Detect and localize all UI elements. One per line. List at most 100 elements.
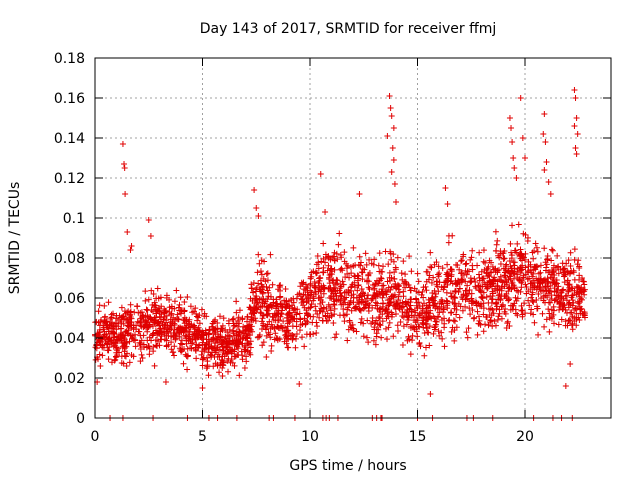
data-point — [442, 279, 449, 286]
data-point — [365, 308, 372, 315]
data-point — [561, 279, 568, 286]
data-point — [198, 351, 205, 358]
data-point — [256, 333, 263, 340]
data-point — [316, 314, 323, 321]
data-point — [210, 345, 217, 352]
data-point — [308, 301, 315, 308]
data-point — [577, 295, 584, 302]
data-point — [542, 267, 549, 274]
data-point — [373, 317, 380, 324]
data-point — [517, 95, 524, 101]
data-point — [143, 306, 150, 313]
data-point — [571, 306, 578, 313]
data-point — [536, 276, 543, 283]
data-point — [549, 247, 556, 254]
data-point — [163, 319, 170, 326]
data-point — [495, 313, 502, 320]
data-point — [500, 255, 507, 262]
data-point — [345, 286, 352, 293]
data-point — [356, 191, 363, 197]
data-point — [438, 284, 445, 291]
data-point — [106, 321, 113, 328]
data-point — [492, 322, 499, 329]
data-point — [204, 358, 211, 365]
data-point — [257, 277, 264, 284]
data-point — [427, 310, 434, 317]
data-point — [252, 288, 259, 295]
data-point — [108, 314, 115, 321]
data-point — [466, 298, 473, 305]
data-point — [527, 261, 534, 268]
data-point — [451, 294, 458, 301]
data-point — [126, 359, 133, 366]
data-point — [312, 303, 319, 310]
data-point — [277, 293, 284, 300]
data-point — [475, 271, 482, 278]
data-point — [494, 237, 501, 244]
data-point — [449, 299, 456, 306]
data-point — [344, 337, 351, 344]
data-point — [502, 274, 509, 281]
data-point — [385, 302, 392, 309]
data-point — [481, 266, 488, 273]
data-point — [219, 365, 226, 372]
data-point — [358, 286, 365, 293]
data-point — [196, 320, 203, 327]
data-point — [134, 303, 141, 310]
data-point — [404, 337, 411, 344]
data-point — [142, 297, 149, 304]
data-point — [176, 301, 183, 308]
data-point — [150, 290, 157, 297]
data-point — [255, 280, 262, 287]
data-point — [273, 335, 280, 342]
data-point — [107, 315, 114, 322]
data-point — [526, 275, 533, 282]
data-point — [323, 317, 330, 324]
data-point — [266, 318, 273, 325]
data-point — [273, 296, 280, 303]
data-point — [169, 349, 176, 356]
data-point — [200, 336, 207, 343]
data-point — [567, 309, 574, 316]
data-point — [310, 313, 317, 320]
data-point — [444, 201, 451, 207]
data-point — [274, 317, 281, 324]
data-point — [128, 243, 135, 249]
data-point — [406, 253, 413, 260]
data-point — [379, 294, 386, 301]
data-point — [280, 318, 287, 325]
data-point — [537, 269, 544, 276]
data-point — [269, 281, 276, 288]
data-point — [558, 316, 565, 323]
data-point — [122, 353, 129, 360]
data-point — [377, 308, 384, 315]
data-point — [92, 356, 99, 363]
data-point — [193, 341, 200, 348]
data-point — [282, 285, 289, 292]
data-point — [569, 313, 576, 320]
data-point — [277, 282, 284, 289]
data-point — [507, 240, 514, 247]
data-point — [539, 310, 546, 317]
data-point — [341, 249, 348, 256]
data-point — [323, 254, 330, 261]
data-point — [177, 325, 184, 332]
y-tick-label: 0.1 — [63, 211, 85, 227]
data-point — [331, 301, 338, 308]
data-point — [158, 333, 165, 340]
data-point — [354, 277, 361, 284]
data-point — [253, 304, 260, 311]
data-point — [331, 266, 338, 273]
data-point — [327, 271, 334, 278]
data-point — [284, 344, 291, 351]
data-point — [458, 276, 465, 283]
data-point — [320, 282, 327, 289]
data-point — [488, 269, 495, 276]
data-point — [233, 298, 240, 305]
data-point — [380, 300, 387, 307]
data-point — [203, 354, 210, 361]
data-point — [235, 323, 242, 330]
data-point — [102, 313, 109, 320]
y-tick-label: 0.12 — [54, 171, 85, 187]
data-point — [506, 273, 513, 280]
